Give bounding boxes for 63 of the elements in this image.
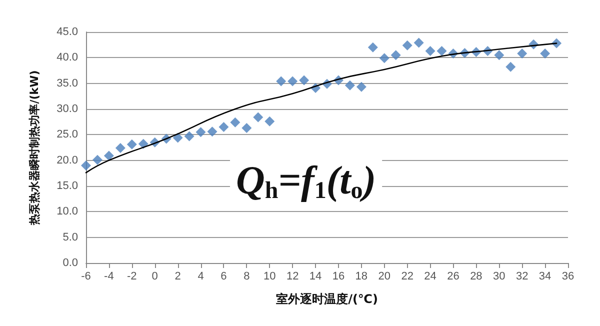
- point: [264, 116, 275, 126]
- x-tick-label: 0: [152, 270, 158, 282]
- x-tick-label: 32: [516, 270, 528, 282]
- point: [104, 150, 114, 161]
- x-tick-label: 8: [244, 270, 250, 282]
- y-tick-label: 10.0: [56, 206, 78, 218]
- y-tick-label: 45.0: [56, 26, 78, 38]
- point: [218, 122, 229, 132]
- point: [379, 53, 390, 64]
- point: [92, 154, 102, 165]
- y-tick-label: 20.0: [56, 154, 78, 166]
- point: [115, 143, 126, 154]
- point: [276, 76, 286, 86]
- x-axis-title: 室外逐时温度/(℃): [276, 292, 378, 306]
- point: [425, 46, 436, 56]
- point: [402, 40, 412, 50]
- point: [506, 62, 516, 72]
- x-tick-label: 20: [378, 270, 391, 282]
- point: [344, 80, 355, 90]
- point: [356, 82, 366, 92]
- y-tick-label: 35.0: [56, 77, 78, 90]
- point: [368, 42, 378, 52]
- point: [414, 38, 424, 48]
- x-tick-label: 6: [220, 270, 227, 282]
- point: [517, 48, 528, 59]
- point: [81, 160, 91, 170]
- point: [540, 48, 550, 59]
- x-tick-label: 4: [198, 270, 204, 282]
- x-tick-label: -4: [104, 270, 114, 282]
- y-tick-label: 15.0: [56, 180, 78, 192]
- x-tick-label: -6: [81, 270, 91, 282]
- y-tick-label: 30.0: [56, 103, 78, 115]
- x-tick-label: -2: [127, 270, 137, 282]
- point: [299, 75, 310, 86]
- point: [253, 112, 264, 122]
- y-tick-label: 25.0: [56, 128, 78, 141]
- point: [196, 127, 206, 138]
- x-tick-label: 18: [355, 270, 368, 282]
- point: [126, 139, 137, 150]
- x-tick-label: 10: [263, 270, 276, 282]
- y-tick-label: 0.0: [62, 257, 78, 269]
- x-tick-label: 2: [174, 270, 181, 282]
- x-tick-label: 14: [309, 270, 322, 282]
- x-tick-label: 26: [447, 270, 460, 282]
- point: [207, 126, 218, 137]
- y-tick-label: 40.0: [56, 52, 78, 64]
- point: [184, 131, 194, 142]
- x-tick-label: 16: [332, 270, 345, 282]
- point: [230, 117, 240, 128]
- point: [494, 50, 504, 60]
- point: [288, 76, 298, 86]
- point: [436, 46, 447, 56]
- x-tick-label: 34: [538, 270, 552, 282]
- x-tick-label: 24: [424, 270, 436, 282]
- x-tick-label: 22: [401, 270, 414, 282]
- x-tick-label: 28: [470, 270, 482, 282]
- y-axis-title: 热泵热水器瞬时制热功率/(kW): [28, 70, 41, 226]
- x-tick-label: 12: [286, 270, 299, 282]
- y-tick-label: 5.0: [62, 231, 78, 244]
- x-tick-label: 36: [562, 270, 574, 282]
- point: [390, 50, 401, 60]
- x-tick-label: 30: [493, 270, 506, 282]
- point: [242, 122, 252, 133]
